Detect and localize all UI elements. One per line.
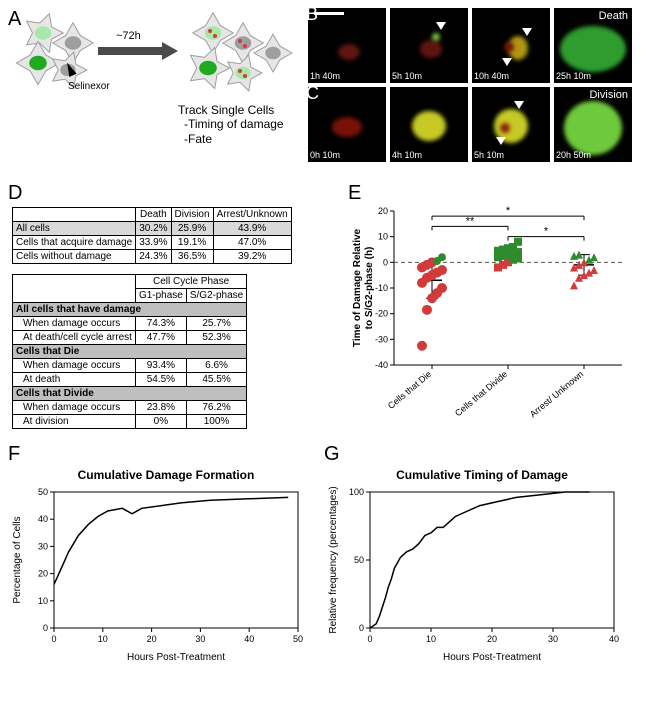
svg-text:Cells that Divide: Cells that Divide bbox=[453, 369, 509, 418]
panel-G-label: G bbox=[324, 443, 340, 465]
svg-text:50: 50 bbox=[38, 487, 48, 497]
svg-text:30: 30 bbox=[548, 634, 558, 644]
track-cells-text: Track Single Cells -Timing of damage -Fa… bbox=[178, 103, 284, 146]
svg-text:Hours Post-Treatment: Hours Post-Treatment bbox=[443, 652, 541, 662]
panel-C-label: C bbox=[306, 83, 319, 104]
track-title: Track Single Cells bbox=[178, 103, 284, 117]
microscopy-tile: Division20h 50m bbox=[554, 87, 632, 162]
microscopy-tile: 0h 10m bbox=[308, 87, 386, 162]
duration-label: ~72h bbox=[116, 30, 141, 42]
svg-text:-20: -20 bbox=[375, 309, 388, 319]
panel-B-label: B bbox=[306, 4, 318, 25]
svg-text:30: 30 bbox=[195, 634, 205, 644]
panel-D: D DeathDivisionArrest/UnknownAll cells30… bbox=[8, 182, 348, 435]
panel-G: G Cumulative Timing of Damage 0102030400… bbox=[324, 443, 640, 662]
svg-text:0: 0 bbox=[51, 634, 56, 644]
table-D1: DeathDivisionArrest/UnknownAll cells30.2… bbox=[12, 207, 292, 264]
svg-text:Relative frequency (percentage: Relative frequency (percentages) bbox=[328, 486, 339, 633]
tables: DeathDivisionArrest/UnknownAll cells30.2… bbox=[8, 207, 348, 429]
panel-A: A ~72h Selinexor Track Single Cells -Tim… bbox=[8, 8, 308, 168]
svg-text:0: 0 bbox=[383, 257, 388, 267]
microscopy-tile: 5h 10m bbox=[390, 8, 468, 83]
svg-text:Hours Post-Treatment: Hours Post-Treatment bbox=[127, 652, 225, 662]
svg-text:50: 50 bbox=[293, 634, 303, 644]
selinexor-label: Selinexor bbox=[68, 81, 110, 92]
svg-text:*: * bbox=[544, 226, 549, 238]
panel-D-label: D bbox=[8, 182, 22, 204]
svg-text:**: ** bbox=[466, 215, 475, 227]
svg-text:40: 40 bbox=[609, 634, 619, 644]
panel-C: C 0h 10m4h 10m5h 10mDivision20h 50m bbox=[308, 87, 640, 162]
svg-text:20: 20 bbox=[147, 634, 157, 644]
microscopy-tile: 5h 10m bbox=[472, 87, 550, 162]
svg-text:50: 50 bbox=[354, 555, 364, 565]
panel-F: F Cumulative Damage Formation 0 10 20 30 40 5… bbox=[8, 443, 324, 662]
svg-text:to S/G2-phase (h): to S/G2-phase (h) bbox=[364, 247, 375, 330]
schematic-arrow bbox=[98, 44, 178, 58]
microscopy-tile: 10h 40m bbox=[472, 8, 550, 83]
svg-text:-40: -40 bbox=[375, 360, 388, 370]
chart-F: 0 10 20 30 40 50 0 10 20 30 40 50 Hours Post-Treatme… bbox=[8, 482, 324, 662]
svg-text:-30: -30 bbox=[375, 334, 388, 344]
microscopy-tile: Death25h 10m bbox=[554, 8, 632, 83]
svg-text:100: 100 bbox=[349, 487, 364, 497]
figure: A ~72h Selinexor Track Single Cells -Tim… bbox=[8, 8, 640, 662]
svg-text:30: 30 bbox=[38, 541, 48, 551]
svg-text:10: 10 bbox=[378, 232, 388, 242]
chart-G-title: Cumulative Timing of Damage bbox=[324, 468, 640, 482]
svg-text:Cells that Die: Cells that Die bbox=[386, 369, 433, 411]
table-D2: Cell Cycle PhaseG1-phaseS/G2-phaseAll ce… bbox=[12, 274, 247, 429]
panel-E-label: E bbox=[348, 182, 361, 204]
svg-text:20: 20 bbox=[38, 569, 48, 579]
panel-F-label: F bbox=[8, 443, 20, 465]
chart-F-title: Cumulative Damage Formation bbox=[8, 468, 324, 482]
svg-text:10: 10 bbox=[38, 596, 48, 606]
svg-text:*: * bbox=[506, 205, 511, 217]
svg-text:0: 0 bbox=[359, 623, 364, 633]
svg-text:0: 0 bbox=[367, 634, 372, 644]
svg-text:10: 10 bbox=[98, 634, 108, 644]
track-line1: -Timing of damage bbox=[178, 117, 284, 131]
svg-text:Percentage of Cells: Percentage of Cells bbox=[12, 516, 23, 603]
svg-text:0: 0 bbox=[43, 623, 48, 633]
svg-text:Arrest/ Unknown: Arrest/ Unknown bbox=[528, 369, 585, 419]
svg-text:10: 10 bbox=[426, 634, 436, 644]
svg-text:-10: -10 bbox=[375, 283, 388, 293]
svg-text:20: 20 bbox=[378, 206, 388, 216]
chart-G: 0 10 20 30 40 0 50 100 Hours Post-Treatment Relat… bbox=[324, 482, 640, 662]
chart-E: -40 -30 -20 -10 0 10 20 Time of Damage Relative… bbox=[348, 205, 640, 435]
microscopy-tile: 1h 40m bbox=[308, 8, 386, 83]
svg-text:Time of Damage Relative: Time of Damage Relative bbox=[352, 228, 363, 347]
svg-text:20: 20 bbox=[487, 634, 497, 644]
panel-E: E -40 -30 -20 -10 0 10 20 Time of Damage Relati… bbox=[348, 182, 640, 435]
track-line2: -Fate bbox=[178, 132, 284, 146]
microscopy-tile: 4h 10m bbox=[390, 87, 468, 162]
panel-B: B 1h 40m5h 10m10h 40mDeath25h 10m bbox=[308, 8, 640, 83]
svg-text:40: 40 bbox=[244, 634, 254, 644]
svg-text:40: 40 bbox=[38, 514, 48, 524]
